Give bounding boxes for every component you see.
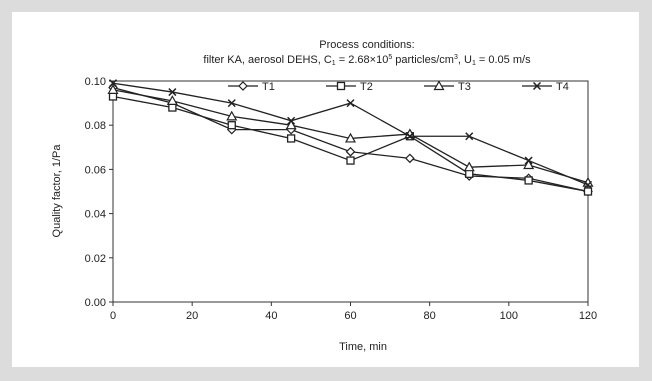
data-point-t3 xyxy=(166,95,178,105)
data-point-t4 xyxy=(583,180,593,189)
legend-item-t1: T1 xyxy=(228,81,275,93)
y-tick-label: 0.10 xyxy=(85,76,106,88)
legend-swatch-marker xyxy=(433,80,445,91)
plot-area-border xyxy=(112,80,589,303)
data-point-t2 xyxy=(465,169,474,178)
legend-swatch-marker xyxy=(336,81,346,91)
data-point-t3 xyxy=(344,132,357,143)
data-point-t3 xyxy=(285,119,297,130)
legend: T1 T2 T3 T4 xyxy=(228,80,569,93)
legend-item-t4: T4 xyxy=(522,81,569,93)
chart-title-line2: filter KA, aerosol DEHS, C1 = 2.68×105 p… xyxy=(203,54,531,67)
legend-item-t3: T3 xyxy=(424,80,471,93)
data-point-t2 xyxy=(168,103,177,112)
legend-swatch-marker xyxy=(238,81,248,91)
data-point-t2 xyxy=(524,176,533,185)
data-point-t2 xyxy=(583,187,593,196)
x-tick-label: 100 xyxy=(500,310,518,322)
legend-label: T2 xyxy=(360,81,373,93)
series-t4 xyxy=(108,79,593,189)
data-point-t4 xyxy=(524,156,533,165)
data-point-t4 xyxy=(108,79,118,88)
data-point-t4 xyxy=(287,116,296,125)
legend-label: T1 xyxy=(262,81,275,93)
data-point-t3 xyxy=(107,84,119,94)
data-point-t4 xyxy=(465,132,474,141)
y-tick-label: 0.08 xyxy=(85,120,106,132)
data-point-t2 xyxy=(108,92,118,101)
x-tick-label: 80 xyxy=(424,310,436,322)
series-layer xyxy=(107,79,594,197)
data-point-t2 xyxy=(227,121,236,130)
data-point-t4 xyxy=(227,99,236,108)
x-axis-label: Time, min xyxy=(339,341,387,353)
data-point-t3 xyxy=(463,161,475,172)
x-tick-label: 0 xyxy=(110,310,116,322)
data-point-t4 xyxy=(168,88,177,97)
data-point-t3 xyxy=(226,110,238,121)
data-point-t4 xyxy=(405,132,414,141)
chart-panel xyxy=(12,12,639,367)
chart-title-line1: Process conditions: xyxy=(319,39,414,51)
y-tick-label: 0.04 xyxy=(85,209,106,221)
data-point-t1 xyxy=(345,146,356,157)
series-t2 xyxy=(108,92,593,196)
series-t3 xyxy=(107,84,594,187)
legend-label: T4 xyxy=(556,81,569,93)
y-tick-label: 0.00 xyxy=(85,297,106,309)
data-point-t2 xyxy=(346,156,355,165)
data-point-t4 xyxy=(346,99,355,108)
x-tick-label: 120 xyxy=(579,310,597,322)
data-point-t1 xyxy=(405,153,415,164)
data-point-t3 xyxy=(523,159,535,170)
plot-axes: 0.00 0.02 0.04 0.06 0.08 0.10 0 20 40 60 80 100 120 xyxy=(85,76,598,322)
data-point-t2 xyxy=(286,134,296,143)
legend-swatch-marker xyxy=(532,81,542,91)
y-tick-label: 0.02 xyxy=(85,253,106,265)
y-tick-label: 0.06 xyxy=(85,164,106,176)
y-axis-label: Quality factor, 1/Pa xyxy=(51,144,63,238)
x-tick-label: 40 xyxy=(265,310,277,322)
legend-label: T3 xyxy=(458,81,471,93)
legend-item-t2: T2 xyxy=(326,81,373,93)
x-tick-label: 20 xyxy=(186,310,198,322)
x-tick-label: 60 xyxy=(344,310,356,322)
